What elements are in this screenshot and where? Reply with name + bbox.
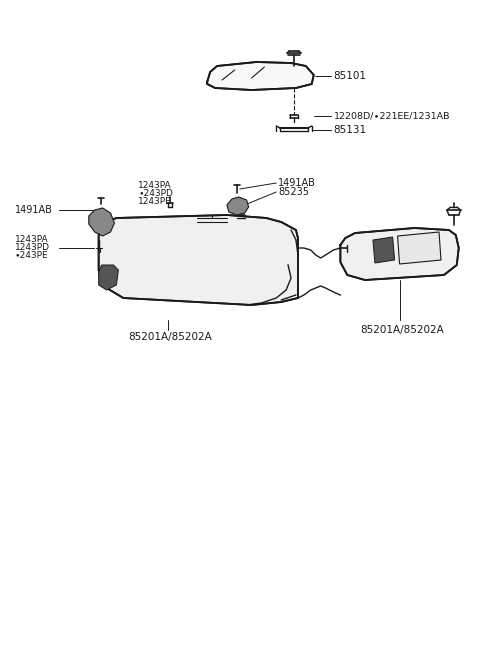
Text: ∙243PE: ∙243PE xyxy=(15,252,48,260)
Polygon shape xyxy=(340,228,459,280)
Polygon shape xyxy=(227,197,249,215)
Text: ∙243PD: ∙243PD xyxy=(138,189,173,198)
Polygon shape xyxy=(99,215,298,305)
Text: 85101: 85101 xyxy=(334,71,366,81)
Text: 1243PD: 1243PD xyxy=(15,244,50,252)
Text: 1491AB: 1491AB xyxy=(278,178,316,188)
Text: 1491AB: 1491AB xyxy=(15,205,53,215)
Text: 85201A/85202A: 85201A/85202A xyxy=(128,332,212,342)
Text: 85235: 85235 xyxy=(278,187,309,197)
Polygon shape xyxy=(99,265,119,290)
Polygon shape xyxy=(207,62,314,90)
Polygon shape xyxy=(89,208,114,236)
Polygon shape xyxy=(397,232,441,264)
Text: 12208D/∙221EE/1231AB: 12208D/∙221EE/1231AB xyxy=(334,112,450,120)
Text: 1243PA: 1243PA xyxy=(15,235,48,244)
Text: 85201A/85202A: 85201A/85202A xyxy=(360,325,444,335)
Polygon shape xyxy=(373,237,395,263)
Text: 1243PA: 1243PA xyxy=(138,181,172,189)
Text: 1243PE: 1243PE xyxy=(138,196,172,206)
Text: 85131: 85131 xyxy=(334,125,367,135)
